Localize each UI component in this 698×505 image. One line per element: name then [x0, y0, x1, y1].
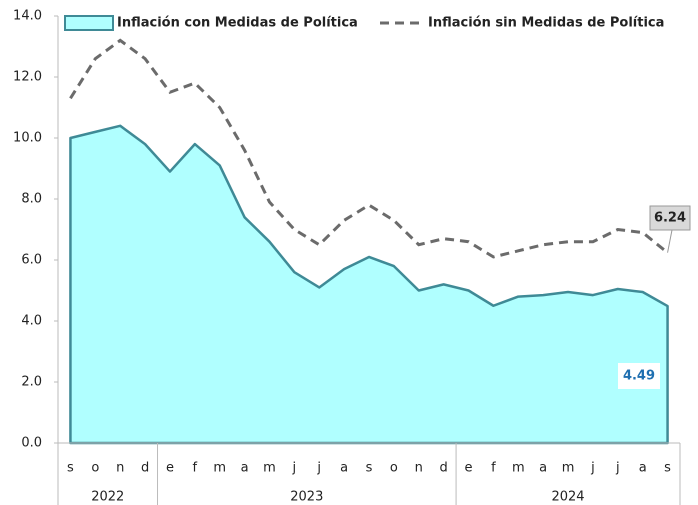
x-tick-label: m — [512, 461, 525, 476]
x-tick-label: o — [390, 461, 398, 476]
y-tick-label: 6.0 — [21, 253, 42, 268]
x-group-label: 2022 — [91, 490, 124, 505]
y-tick-label: 4.0 — [21, 314, 42, 329]
x-tick-label: m — [263, 461, 276, 476]
x-tick-label: a — [340, 461, 348, 476]
legend-label: Inflación con Medidas de Política — [117, 16, 358, 31]
x-tick-label: a — [639, 461, 647, 476]
y-tick-label: 0.0 — [21, 436, 42, 451]
x-tick-label: j — [292, 461, 297, 476]
y-tick-label: 10.0 — [13, 131, 42, 146]
x-tick-label: f — [193, 461, 198, 476]
x-tick-label: s — [366, 461, 373, 476]
y-tick-label: 8.0 — [21, 192, 42, 207]
x-tick-label: j — [316, 461, 321, 476]
x-group-label: 2024 — [551, 490, 584, 505]
line — [69, 38, 669, 259]
area — [69, 124, 669, 445]
y-tick-label: 12.0 — [13, 70, 42, 85]
x-tick-label: s — [67, 461, 74, 476]
x-tick-label: j — [590, 461, 595, 476]
x-tick-label: j — [615, 461, 620, 476]
x-tick-label: s — [664, 461, 671, 476]
x-tick-label: n — [116, 461, 124, 476]
x-tick-label: m — [562, 461, 575, 476]
x-tick-label: m — [213, 461, 226, 476]
x-tick-label: o — [91, 461, 99, 476]
y-tick-label: 14.0 — [13, 9, 42, 24]
data-label: 4.49 — [623, 369, 655, 384]
x-tick-label: e — [465, 461, 473, 476]
y-tick-label: 2.0 — [21, 375, 42, 390]
data-label-box — [618, 363, 660, 389]
x-tick-label: a — [241, 461, 249, 476]
legend-swatch — [64, 15, 114, 31]
data-label-box — [649, 205, 691, 231]
x-tick-label: f — [491, 461, 496, 476]
leader-line — [667, 229, 673, 253]
x-tick-label: a — [539, 461, 547, 476]
x-group-label: 2023 — [290, 490, 323, 505]
x-tick-label: e — [166, 461, 174, 476]
x-tick-label: d — [440, 461, 448, 476]
data-label: 6.24 — [654, 211, 686, 226]
legend-label: Inflación sin Medidas de Política — [428, 16, 664, 31]
x-tick-label: n — [415, 461, 423, 476]
x-tick-label: d — [141, 461, 149, 476]
